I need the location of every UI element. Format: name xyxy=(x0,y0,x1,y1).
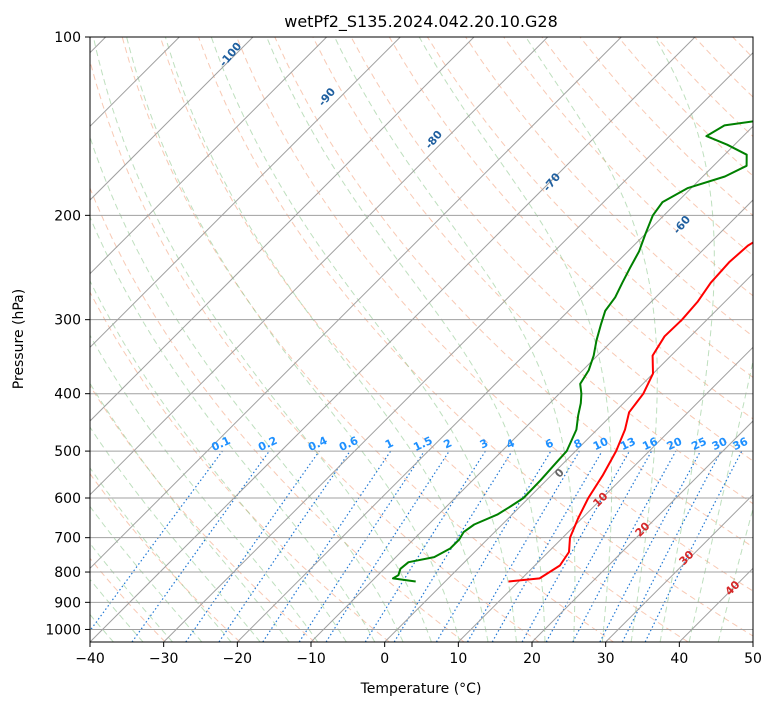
x-tick-label: −30 xyxy=(149,651,179,667)
mixing-ratio-line xyxy=(90,450,223,632)
moist-adiabat-line xyxy=(164,37,489,642)
moist-adiabat-line xyxy=(92,37,432,642)
dry-adiabat-line xyxy=(350,37,753,462)
mixing-ratio-label: 30 xyxy=(710,435,730,453)
y-tick-label: 600 xyxy=(54,491,81,507)
x-tick-label: 40 xyxy=(670,651,688,667)
grid-layer xyxy=(90,37,753,642)
isotherm-line xyxy=(90,37,328,275)
moist-adiabat-line xyxy=(90,279,347,642)
y-tick-label: 700 xyxy=(54,531,81,547)
moist-adiabat-line xyxy=(654,37,715,642)
mixing-ratio-label: 20 xyxy=(665,435,685,453)
y-tick-label: 1000 xyxy=(45,622,81,638)
temperature-profile-line xyxy=(508,241,753,583)
isotherm-line xyxy=(384,272,753,642)
y-tick-label: 800 xyxy=(54,565,81,581)
mixing-ratio-label: 16 xyxy=(640,435,660,453)
moist-adiabat-line xyxy=(90,426,261,642)
dry-adiabat-line xyxy=(90,384,316,642)
dry-adiabat-line xyxy=(121,37,614,642)
y-tick-label: 200 xyxy=(54,208,81,224)
dry-adiabat-line xyxy=(159,37,689,642)
mixing-ratio-line xyxy=(393,450,513,642)
x-tick-label: 50 xyxy=(744,651,762,667)
mixing-ratio-line xyxy=(298,450,425,642)
mixing-ratio-line xyxy=(218,450,351,642)
isotherm-line xyxy=(90,37,622,570)
mixing-ratio-line xyxy=(644,450,743,642)
dry-adiabat-line xyxy=(90,291,390,642)
dry-adiabat-line xyxy=(426,37,753,378)
x-tick-label: −20 xyxy=(223,651,253,667)
moist-adiabat-line xyxy=(90,467,232,642)
y-axis-title: Pressure (hPa) xyxy=(11,289,27,389)
isotherm-line xyxy=(90,37,549,496)
series-layer xyxy=(392,120,753,583)
moist-adiabat-line xyxy=(90,215,376,642)
x-axis-title: Temperature (°C) xyxy=(360,681,482,697)
mixing-ratio-line xyxy=(325,450,450,642)
dry-adiabat-line xyxy=(274,37,753,548)
dry-adiabat-line xyxy=(465,37,753,338)
dry-adiabat-line xyxy=(236,37,753,592)
moist-adiabat-line xyxy=(90,505,203,642)
y-tick-label: 100 xyxy=(54,30,81,46)
axis-layer: −40 −30 −20 −10 0 10 20 30 40 50 100 200 300 400 500 60… xyxy=(45,30,762,667)
isotherm-line xyxy=(90,37,696,642)
y-tick-label: 900 xyxy=(54,595,81,611)
plot-frame xyxy=(89,36,754,643)
y-tick-label: 500 xyxy=(54,444,81,460)
moist-adiabat-line xyxy=(210,37,517,642)
x-tick-label: 10 xyxy=(449,651,467,667)
dry-adiabat-line xyxy=(388,37,753,420)
isotherm-line xyxy=(457,346,753,642)
chart-title: wetPf2_S135.2024.042.20.10.G28 xyxy=(284,12,558,32)
mixing-ratio-line xyxy=(572,450,677,642)
isotherm-line xyxy=(163,51,753,642)
x-tick-label: 0 xyxy=(380,651,389,667)
mixing-ratio-label: 25 xyxy=(689,435,708,453)
dry-adiabat-line xyxy=(312,37,753,505)
dry-adiabat-line xyxy=(90,186,465,642)
isotherm-line xyxy=(605,493,753,642)
mixing-ratio-line xyxy=(262,450,392,642)
moist-adiabat-line xyxy=(688,358,753,642)
mixing-ratio-line xyxy=(185,450,320,642)
moist-adiabat-line xyxy=(90,382,290,642)
x-tick-label: −40 xyxy=(75,651,105,667)
moist-adiabat-line xyxy=(90,135,404,642)
dry-adiabat-line xyxy=(90,59,540,642)
moist-adiabat-line xyxy=(418,37,613,642)
x-tick-label: −10 xyxy=(296,651,326,667)
isotherm-line xyxy=(531,420,753,642)
y-tick-label: 400 xyxy=(54,387,81,403)
dry-adiabat-line xyxy=(503,37,753,297)
moist-adiabat-line xyxy=(525,37,658,642)
dry-adiabat-line xyxy=(90,472,241,642)
dewpoint-profile-line xyxy=(392,120,753,583)
mixing-ratio-line xyxy=(545,450,653,642)
isotherm-line xyxy=(310,199,753,642)
isotherm-line xyxy=(236,125,753,642)
mixing-ratio-label: 10 xyxy=(591,435,611,453)
mixing-ratio-line xyxy=(131,450,270,642)
x-tick-label: 30 xyxy=(597,651,615,667)
mixing-ratio-label: 36 xyxy=(731,435,751,453)
moist-adiabat-line xyxy=(90,578,144,642)
x-tick-label: 20 xyxy=(523,651,541,667)
isotherm-line xyxy=(90,37,401,349)
mixing-ratio-label: 13 xyxy=(618,435,637,453)
moist-adiabat-line xyxy=(90,542,173,642)
isotherm-line xyxy=(90,37,254,201)
moist-adiabat-line xyxy=(90,334,319,642)
mixing-ratio-line xyxy=(521,450,631,642)
isotherm-line xyxy=(90,37,475,422)
moist-adiabat-line xyxy=(717,506,753,642)
moist-adiabat-line xyxy=(126,37,461,642)
y-tick-label: 300 xyxy=(54,313,81,329)
moist-adiabat-line xyxy=(266,37,546,642)
